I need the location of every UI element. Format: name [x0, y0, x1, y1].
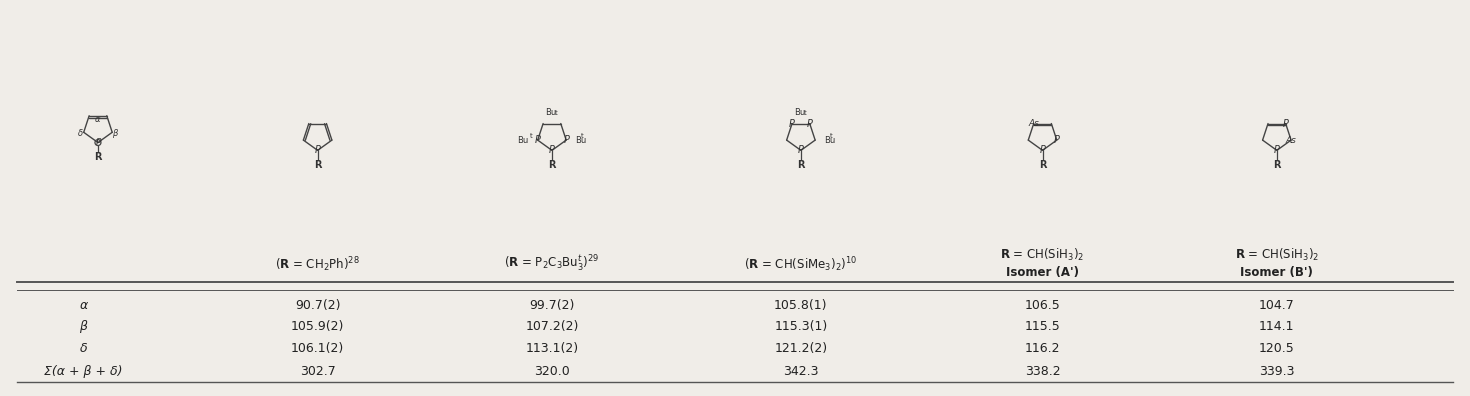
Text: Bu: Bu — [794, 108, 806, 117]
Text: 338.2: 338.2 — [1025, 365, 1060, 378]
Text: 120.5: 120.5 — [1258, 342, 1295, 355]
Text: P: P — [535, 135, 541, 145]
Text: δ: δ — [78, 129, 82, 137]
Text: P: P — [1039, 145, 1045, 155]
Text: $\mathbf{R}$ = CH(SiH$_3$)$_2$: $\mathbf{R}$ = CH(SiH$_3$)$_2$ — [1001, 247, 1085, 263]
Text: 107.2(2): 107.2(2) — [525, 320, 579, 333]
Text: P: P — [315, 145, 320, 155]
Text: As: As — [1029, 119, 1039, 128]
Text: Bu: Bu — [517, 135, 529, 145]
Text: 115.5: 115.5 — [1025, 320, 1060, 333]
Text: Isomer (B'): Isomer (B') — [1241, 266, 1313, 279]
Text: P: P — [789, 118, 795, 129]
Text: 104.7: 104.7 — [1258, 299, 1295, 312]
Text: 116.2: 116.2 — [1025, 342, 1060, 355]
Text: 121.2(2): 121.2(2) — [775, 342, 828, 355]
Text: P: P — [1274, 145, 1280, 155]
Text: 302.7: 302.7 — [300, 365, 335, 378]
Text: t: t — [581, 133, 584, 139]
Text: Bu: Bu — [825, 135, 835, 145]
Text: t: t — [529, 133, 532, 139]
Text: P: P — [798, 145, 804, 155]
Text: t: t — [556, 110, 559, 116]
Text: R: R — [315, 160, 322, 170]
Text: 115.3(1): 115.3(1) — [775, 320, 828, 333]
Text: 99.7(2): 99.7(2) — [529, 299, 575, 312]
Text: P: P — [563, 135, 569, 145]
Text: 106.5: 106.5 — [1025, 299, 1060, 312]
Text: P: P — [807, 118, 813, 129]
Text: P: P — [1283, 118, 1289, 129]
Text: ($\mathbf{R}$ = CH$_2$Ph)$^{28}$: ($\mathbf{R}$ = CH$_2$Ph)$^{28}$ — [275, 255, 360, 274]
Text: 106.1(2): 106.1(2) — [291, 342, 344, 355]
Text: Bu: Bu — [545, 108, 557, 117]
Text: Isomer (A'): Isomer (A') — [1005, 266, 1079, 279]
Text: 113.1(2): 113.1(2) — [525, 342, 579, 355]
Text: $\mathbf{R}$ = CH(SiH$_3$)$_2$: $\mathbf{R}$ = CH(SiH$_3$)$_2$ — [1235, 247, 1319, 263]
Text: α: α — [79, 299, 87, 312]
Text: 105.8(1): 105.8(1) — [775, 299, 828, 312]
Text: R: R — [797, 160, 804, 170]
Text: t: t — [804, 110, 807, 116]
Text: Bu: Bu — [575, 135, 587, 145]
Text: α: α — [96, 115, 101, 124]
Text: δ: δ — [79, 342, 87, 355]
Text: R: R — [94, 152, 101, 162]
Text: ($\mathbf{R}$ = CH(SiMe$_3$)$_2$)$^{10}$: ($\mathbf{R}$ = CH(SiMe$_3$)$_2$)$^{10}$ — [744, 255, 857, 274]
Text: 339.3: 339.3 — [1260, 365, 1295, 378]
Text: As: As — [1286, 135, 1297, 145]
Text: Σ(α + β + δ): Σ(α + β + δ) — [44, 365, 122, 378]
Text: β: β — [79, 320, 87, 333]
Text: 320.0: 320.0 — [534, 365, 570, 378]
Text: 90.7(2): 90.7(2) — [295, 299, 341, 312]
Text: 105.9(2): 105.9(2) — [291, 320, 344, 333]
Text: 342.3: 342.3 — [784, 365, 819, 378]
Text: P: P — [96, 138, 100, 147]
Text: P: P — [548, 145, 554, 155]
Text: R: R — [548, 160, 556, 170]
Text: β: β — [112, 129, 118, 137]
Text: P: P — [1054, 135, 1060, 145]
Text: t: t — [831, 133, 832, 139]
Text: R: R — [1273, 160, 1280, 170]
Text: ($\mathbf{R}$ = P$_2$C$_3$Bu$^t_{3}$)$^{29}$: ($\mathbf{R}$ = P$_2$C$_3$Bu$^t_{3}$)$^{… — [504, 254, 600, 274]
Text: 114.1: 114.1 — [1260, 320, 1295, 333]
Text: R: R — [1039, 160, 1047, 170]
